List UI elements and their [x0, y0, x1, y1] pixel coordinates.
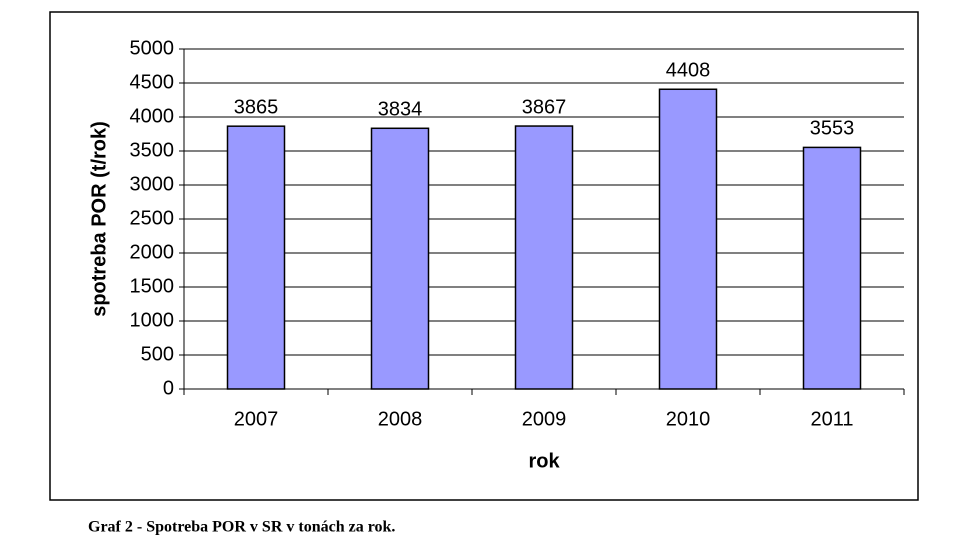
y-tick-label: 5000	[130, 37, 175, 59]
y-tick-label: 4000	[130, 105, 175, 127]
y-tick-label: 3500	[130, 139, 175, 161]
y-tick-label: 1500	[130, 275, 175, 297]
bar	[226, 125, 286, 390]
y-axis-label: spotreba POR (t/rok)	[88, 121, 110, 317]
x-tick-label: 2011	[810, 408, 853, 430]
x-tick-label: 2007	[234, 408, 279, 430]
data-label: 3865	[234, 96, 279, 118]
y-tick-label: 1000	[130, 309, 175, 331]
bar	[514, 125, 574, 390]
data-label: 3867	[522, 96, 567, 118]
x-axis-label: rok	[528, 450, 560, 472]
data-label: 4408	[666, 60, 711, 82]
x-tick-label: 2010	[666, 408, 711, 430]
y-tick-label: 2500	[130, 207, 175, 229]
y-tick-label: 500	[141, 343, 174, 365]
chart-frame	[49, 11, 919, 501]
y-tick-label: 4500	[130, 71, 175, 93]
caption: Graf 2 - Spotreba POR v SR v tonách za r…	[88, 519, 395, 536]
x-tick-label: 2009	[522, 408, 567, 430]
data-label: 3553	[810, 118, 855, 140]
bar	[370, 127, 430, 390]
bar	[658, 88, 718, 390]
y-tick-label: 3000	[130, 173, 175, 195]
data-label: 3834	[378, 99, 423, 121]
x-tick-label: 2008	[378, 408, 423, 430]
y-tick-label: 0	[163, 377, 174, 399]
y-tick-label: 2000	[130, 241, 175, 263]
bar	[802, 146, 862, 390]
